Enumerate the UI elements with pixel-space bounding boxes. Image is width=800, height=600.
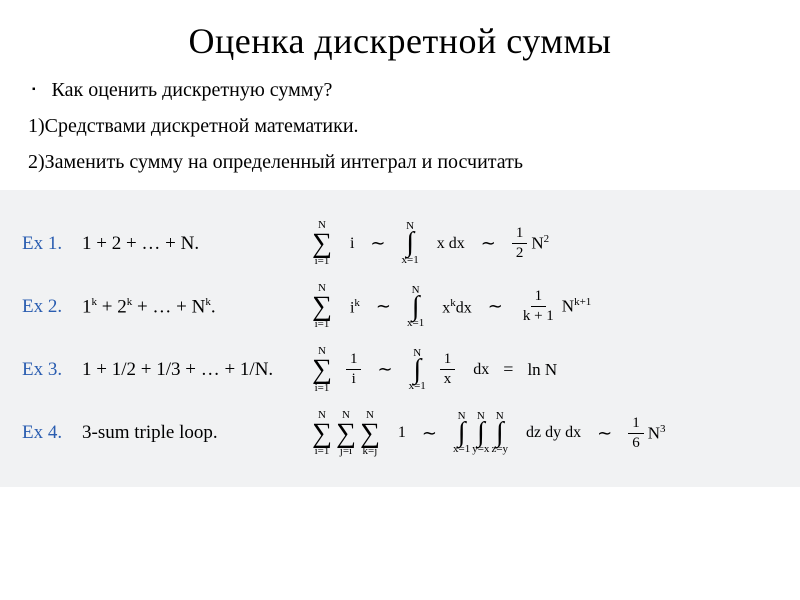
sigma: N ∑ i=1 bbox=[312, 220, 332, 267]
example-math: N ∑ i=1 1i ∼ N ∫ x=1 1x dx = ln N bbox=[312, 346, 778, 393]
examples-panel: Ex 1. 1 + 2 + … + N. N ∑ i=1 i ∼ N ∫ x=1… bbox=[0, 190, 800, 487]
integral: N ∫ x=1 bbox=[407, 285, 424, 329]
example-math: N ∑ i=1 ik ∼ N ∫ x=1 xkdx ∼ 1k + 1 Nk+1 bbox=[312, 283, 778, 330]
integral: N ∫ x=1 bbox=[402, 221, 419, 265]
bullet-text: Как оценить дискретную сумму? bbox=[52, 76, 333, 104]
example-expression: 1 + 2 + … + N. bbox=[82, 233, 312, 255]
tilde: ∼ bbox=[374, 296, 393, 317]
sigma: N ∑ i=1 bbox=[312, 283, 332, 330]
example-math: N ∑ i=1 i ∼ N ∫ x=1 x dx ∼ 12 N2 bbox=[312, 220, 778, 267]
fraction: 1k + 1 bbox=[519, 289, 558, 324]
equals: = bbox=[503, 359, 513, 380]
integral: N ∫ z=y bbox=[491, 411, 508, 455]
tilde: ∼ bbox=[420, 423, 439, 444]
example-label: Ex 3. bbox=[22, 359, 82, 381]
example-expression: 3-sum triple loop. bbox=[82, 422, 312, 444]
example-label: Ex 1. bbox=[22, 233, 82, 255]
fraction: 1i bbox=[346, 352, 362, 387]
tilde: ∼ bbox=[486, 296, 505, 317]
tilde: ∼ bbox=[479, 233, 498, 254]
bullet-line: ▪ Как оценить дискретную сумму? bbox=[0, 72, 800, 108]
fraction: 12 bbox=[512, 226, 528, 261]
example-row: Ex 2. 1k + 2k + … + Nk. N ∑ i=1 ik ∼ N ∫… bbox=[22, 283, 778, 330]
line-2: 2)Заменить сумму на определенный интегра… bbox=[0, 144, 800, 180]
example-expression: 1 + 1/2 + 1/3 + … + 1/N. bbox=[82, 359, 312, 381]
sigma: N ∑ k=j bbox=[360, 410, 380, 457]
example-row: Ex 3. 1 + 1/2 + 1/3 + … + 1/N. N ∑ i=1 1… bbox=[22, 346, 778, 393]
tilde: ∼ bbox=[375, 359, 394, 380]
integral: N ∫ x=1 bbox=[409, 348, 426, 392]
slide-title: Оценка дискретной суммы bbox=[0, 0, 800, 72]
sigma: N ∑ j=i bbox=[336, 410, 356, 457]
integral: N ∫ x=1 bbox=[453, 411, 470, 455]
tilde: ∼ bbox=[368, 233, 387, 254]
fraction: 16 bbox=[628, 416, 644, 451]
fraction: 1x bbox=[440, 352, 456, 387]
tilde: ∼ bbox=[595, 423, 614, 444]
example-label: Ex 4. bbox=[22, 422, 82, 444]
sigma: N ∑ i=1 bbox=[312, 410, 332, 457]
example-label: Ex 2. bbox=[22, 296, 82, 318]
example-expression: 1k + 2k + … + Nk. bbox=[82, 296, 312, 318]
example-math: N ∑ i=1 N ∑ j=i N ∑ k=j 1 ∼ N ∫ x=1 N ∫ … bbox=[312, 410, 778, 457]
sigma: N ∑ i=1 bbox=[312, 346, 332, 393]
integral: N ∫ y=x bbox=[472, 411, 489, 455]
example-row: Ex 1. 1 + 2 + … + N. N ∑ i=1 i ∼ N ∫ x=1… bbox=[22, 220, 778, 267]
slide: Оценка дискретной суммы ▪ Как оценить ди… bbox=[0, 0, 800, 600]
line-1: 1)Средствами дискретной математики. bbox=[0, 108, 800, 144]
bullet-mark: ▪ bbox=[32, 83, 36, 97]
example-row: Ex 4. 3-sum triple loop. N ∑ i=1 N ∑ j=i… bbox=[22, 410, 778, 457]
